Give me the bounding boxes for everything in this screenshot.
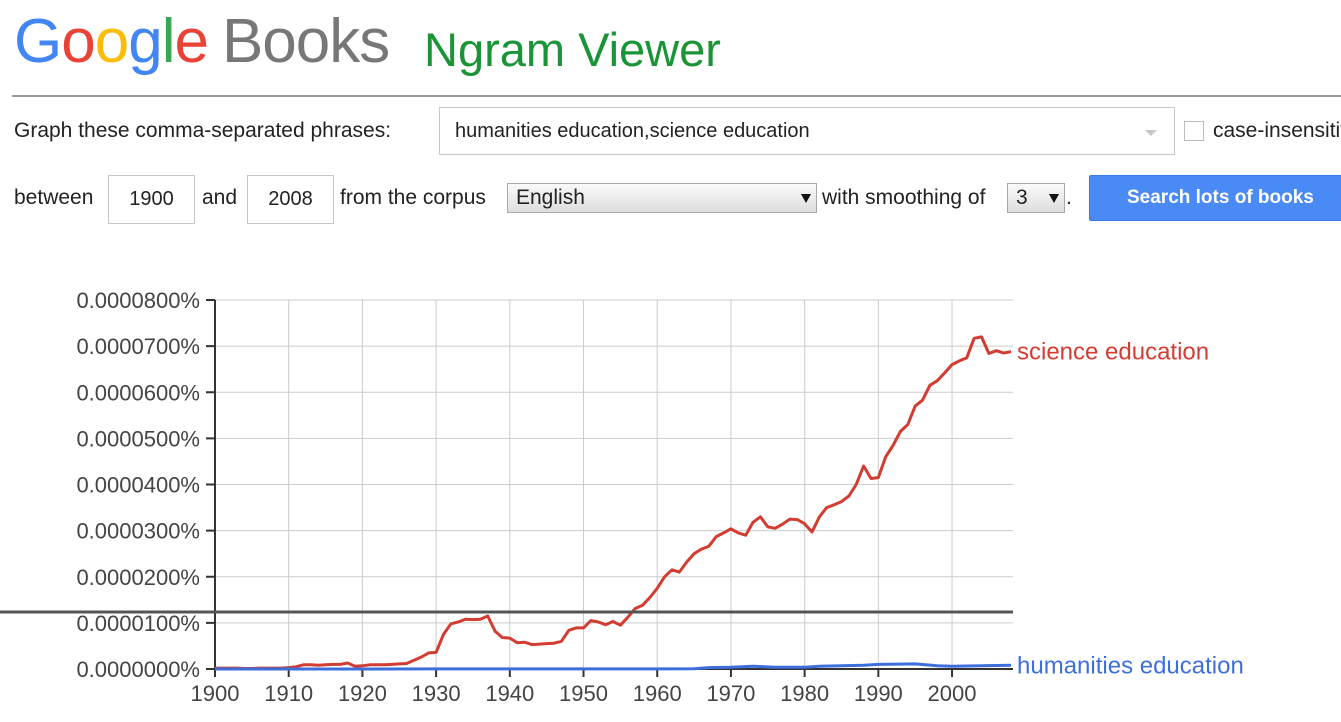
legend-science-education: science education <box>1017 339 1209 366</box>
phrases-dropdown-icon[interactable] <box>1145 130 1157 136</box>
google-books-logo[interactable]: Google Books <box>14 2 390 82</box>
y-tick-label: 0.0000600% <box>76 380 200 405</box>
smoothing-select-value: 3 <box>1016 186 1028 209</box>
x-tick-label: 1920 <box>338 681 387 706</box>
page-header: Google Books Ngram Viewer <box>0 0 1341 96</box>
end-year-input[interactable]: 2008 <box>247 175 334 224</box>
chart-legend: science education humanities education <box>1017 339 1244 680</box>
smoothing-select[interactable]: 3 <box>1007 183 1065 213</box>
chart-axes <box>206 299 1013 677</box>
header-divider <box>12 95 1341 97</box>
corpus-select[interactable]: English <box>507 183 817 213</box>
x-tick-label: 2000 <box>928 681 977 706</box>
phrases-input-value: humanities education,science education <box>455 120 810 142</box>
legend-humanities-education: humanities education <box>1017 652 1244 679</box>
x-tick-label: 1970 <box>706 681 755 706</box>
chart-lines <box>215 335 1012 671</box>
smoothing-dropdown-icon <box>1049 194 1059 203</box>
x-tick-label: 1980 <box>780 681 829 706</box>
y-tick-label: 0.0000000% <box>76 657 200 682</box>
y-tick-label: 0.0000400% <box>76 473 200 498</box>
app-title: Ngram Viewer <box>424 23 721 76</box>
x-tick-label: 1910 <box>264 681 313 706</box>
between-label: between <box>14 186 94 209</box>
y-tick-label: 0.0000800% <box>76 288 200 313</box>
series-line-science-education <box>215 335 1012 670</box>
and-label: and <box>202 186 238 209</box>
y-tick-label: 0.0000300% <box>76 519 200 544</box>
case-insensitive-checkbox[interactable] <box>1184 121 1204 141</box>
start-year-input[interactable]: 1900 <box>108 175 195 224</box>
x-tick-label: 1900 <box>191 681 240 706</box>
series-line-humanities-education <box>215 662 1012 671</box>
case-insensitive-label[interactable]: case-insensitive <box>1213 119 1341 142</box>
y-tick-label: 0.0000200% <box>76 565 200 590</box>
smoothing-label: with smoothing of <box>822 186 986 209</box>
phrases-label: Graph these comma-separated phrases: <box>14 119 392 142</box>
google-logo-text: Google <box>14 7 209 76</box>
search-button[interactable]: Search lots of books <box>1089 175 1341 221</box>
y-tick-label: 0.0000100% <box>76 611 200 636</box>
x-tick-label: 1950 <box>559 681 608 706</box>
x-tick-label: 1930 <box>412 681 461 706</box>
phrases-input[interactable]: humanities education,science education <box>439 107 1175 155</box>
chart-grid <box>215 299 1013 669</box>
y-tick-label: 0.0000700% <box>76 334 200 359</box>
smoothing-period: . <box>1066 186 1072 209</box>
books-logo-text: Books <box>221 7 390 76</box>
x-tick-label: 1960 <box>633 681 682 706</box>
x-tick-label: 1940 <box>485 681 534 706</box>
x-tick-label: 1990 <box>854 681 903 706</box>
x-axis-labels: 1900 1910 1920 1930 1940 1950 1960 1970 1980 1990… <box>191 681 977 706</box>
corpus-dropdown-icon <box>801 194 811 203</box>
corpus-label: from the corpus <box>340 186 486 209</box>
y-tick-label: 0.0000500% <box>76 426 200 451</box>
corpus-select-value: English <box>516 186 585 209</box>
y-axis-labels: 0.0000000% 0.0000100% 0.0000200% 0.0000300%… <box>76 288 200 682</box>
